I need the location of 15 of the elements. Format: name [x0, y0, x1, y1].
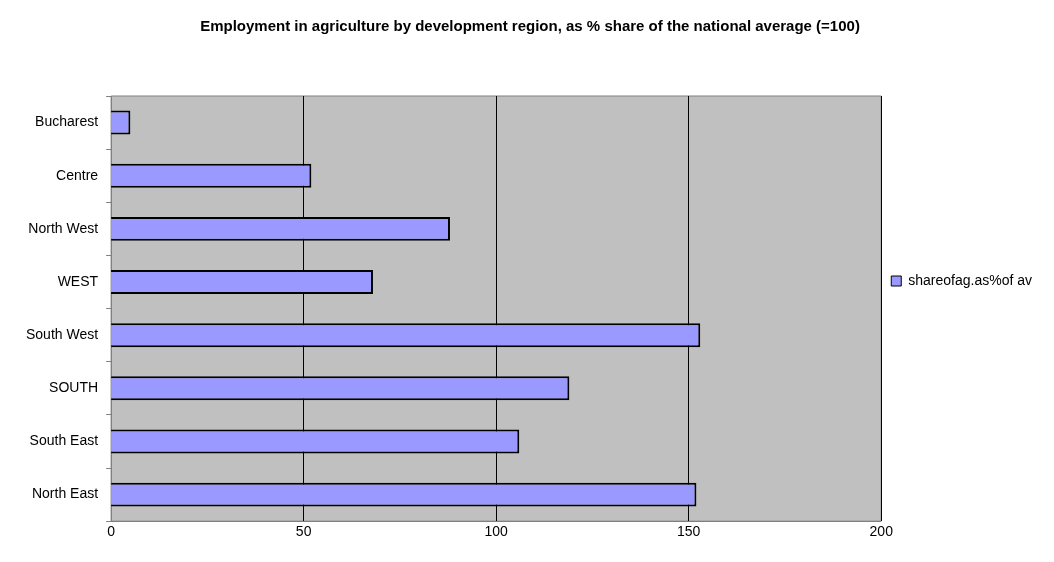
legend-label: shareofag.as%of av — [908, 271, 1033, 288]
y-tick-label: South East — [29, 432, 99, 449]
y-tick-label: North East — [31, 485, 99, 502]
y-tick-label: WEST — [57, 272, 99, 289]
chart-title: Employment in agriculture by development region, as % share of the national average (=100) — [200, 17, 860, 35]
x-tick-label: 150 — [677, 523, 701, 540]
y-tick-label: North West — [28, 219, 99, 236]
x-tick-label: 50 — [295, 523, 312, 540]
x-tick-label: 200 — [869, 523, 894, 540]
x-tick-label: 0 — [107, 523, 116, 540]
y-tick-label: Bucharest — [35, 113, 99, 130]
y-tick-label: South West — [25, 326, 99, 343]
y-tick-label: SOUTH — [49, 379, 99, 396]
x-tick-label: 100 — [484, 523, 509, 540]
y-tick-label: Centre — [56, 166, 99, 183]
